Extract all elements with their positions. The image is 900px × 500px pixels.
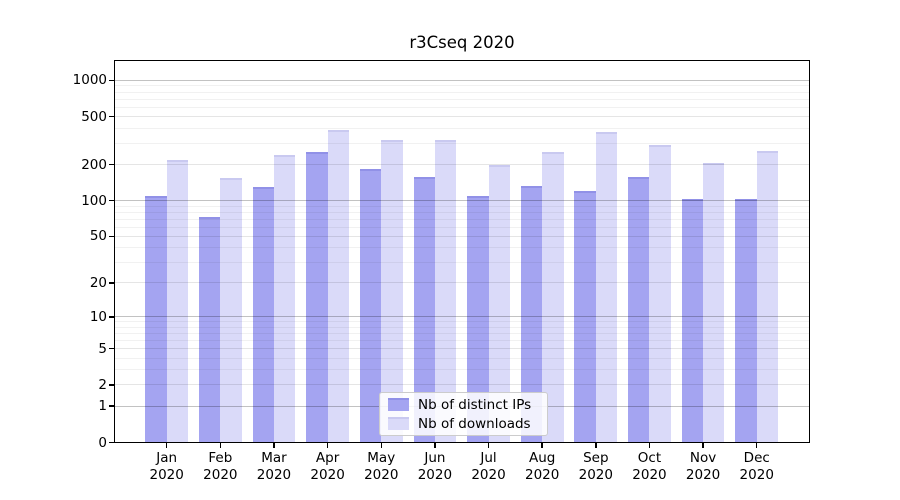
gridline bbox=[115, 127, 809, 129]
x-tick bbox=[648, 443, 651, 448]
y-tick-label: 0 bbox=[98, 434, 107, 451]
y-tick-label: 10 bbox=[89, 308, 107, 325]
x-tick bbox=[595, 443, 597, 448]
y-tick bbox=[109, 115, 114, 118]
bar-distinct-ips bbox=[359, 169, 382, 443]
bar-downloads bbox=[756, 151, 779, 443]
x-tick-label: May 2020 bbox=[364, 450, 399, 483]
bar-distinct-ips bbox=[198, 216, 221, 443]
y-tick bbox=[109, 384, 114, 386]
legend-label-downloads: Nb of downloads bbox=[418, 415, 531, 432]
bar-distinct-ips bbox=[681, 199, 704, 443]
y-tick-label: 5 bbox=[98, 340, 107, 357]
bar-downloads bbox=[327, 130, 349, 443]
bar-distinct-ips bbox=[467, 195, 489, 443]
bar-downloads bbox=[649, 145, 671, 443]
y-tick bbox=[109, 347, 114, 350]
bar-downloads bbox=[488, 164, 510, 443]
gridline bbox=[115, 98, 809, 100]
bar-distinct-ips bbox=[574, 190, 596, 443]
plot-area: 0 1 2 5 10 20 50 100 200 500 1000 Jan 2020 Feb 2020 M… bbox=[73, 60, 810, 483]
x-tick-label: Dec 2020 bbox=[739, 450, 774, 483]
x-tick-label: Sep 2020 bbox=[578, 450, 613, 483]
bar-downloads bbox=[595, 132, 618, 443]
legend-item-downloads: Nb of downloads bbox=[388, 416, 539, 432]
x-tick bbox=[434, 443, 436, 448]
y-tick-label: 200 bbox=[81, 156, 107, 173]
y-tick-label: 1000 bbox=[72, 72, 107, 89]
y-tick-label: 500 bbox=[81, 108, 107, 125]
y-tick bbox=[109, 282, 114, 284]
legend-swatch-downloads bbox=[388, 417, 409, 430]
x-tick-label: Jun 2020 bbox=[417, 450, 453, 483]
y-tick bbox=[109, 163, 114, 166]
bar-distinct-ips bbox=[413, 176, 435, 443]
bar-distinct-ips bbox=[628, 176, 650, 443]
chart-title: r3Cseq 2020 bbox=[409, 33, 515, 52]
x-tick-label: Aug 2020 bbox=[524, 450, 560, 483]
y-tick bbox=[109, 235, 114, 238]
bar-downloads bbox=[220, 177, 242, 443]
x-tick bbox=[380, 443, 382, 448]
gridline bbox=[115, 116, 809, 118]
gridline bbox=[115, 106, 809, 108]
y-tick-label: 20 bbox=[89, 274, 107, 291]
y-tick bbox=[109, 441, 114, 444]
x-tick bbox=[165, 443, 168, 448]
bar-downloads bbox=[381, 139, 403, 443]
bar-distinct-ips bbox=[252, 186, 274, 443]
legend-item-distinct-ips: Nb of distinct IPs bbox=[388, 397, 539, 413]
y-tick-label: 2 bbox=[98, 376, 107, 393]
y-tick-label: 100 bbox=[81, 192, 107, 209]
bar-downloads bbox=[273, 154, 296, 443]
gridline bbox=[115, 79, 809, 81]
y-tick bbox=[109, 316, 114, 318]
x-tick-label: Jan 2020 bbox=[149, 450, 184, 483]
x-tick bbox=[273, 443, 275, 448]
x-tick bbox=[487, 443, 490, 448]
x-tick bbox=[541, 443, 543, 448]
bar-distinct-ips bbox=[145, 195, 167, 443]
x-tick bbox=[702, 443, 704, 448]
bar-downloads bbox=[166, 159, 189, 443]
y-tick bbox=[109, 79, 114, 82]
y-tick bbox=[109, 199, 114, 202]
y-tick bbox=[109, 405, 114, 407]
gridline bbox=[115, 91, 809, 93]
bar-downloads bbox=[434, 139, 457, 443]
gridline bbox=[115, 142, 809, 144]
x-tick-label: Mar 2020 bbox=[256, 450, 292, 483]
x-tick bbox=[326, 443, 329, 448]
x-tick-label: Feb 2020 bbox=[203, 450, 238, 483]
bar-distinct-ips bbox=[735, 199, 757, 443]
bar-downloads bbox=[703, 162, 725, 443]
legend-label-distinct-ips: Nb of distinct IPs bbox=[418, 396, 532, 413]
x-tick bbox=[755, 443, 758, 448]
bar-distinct-ips bbox=[520, 186, 543, 443]
gridline bbox=[115, 85, 809, 87]
bar-distinct-ips bbox=[306, 152, 328, 443]
y-tick-label: 1 bbox=[98, 398, 107, 415]
x-tick-label: Oct 2020 bbox=[632, 450, 667, 483]
x-tick-label: Nov 2020 bbox=[685, 450, 721, 483]
x-tick bbox=[219, 443, 222, 448]
bar-downloads bbox=[542, 151, 564, 443]
legend: Nb of distinct IPs Nb of downloads bbox=[379, 392, 548, 436]
y-tick-label: 50 bbox=[89, 228, 107, 245]
legend-swatch-distinct-ips bbox=[388, 398, 409, 411]
x-tick-label: Apr 2020 bbox=[310, 450, 345, 483]
x-tick-label: Jul 2020 bbox=[471, 450, 506, 483]
